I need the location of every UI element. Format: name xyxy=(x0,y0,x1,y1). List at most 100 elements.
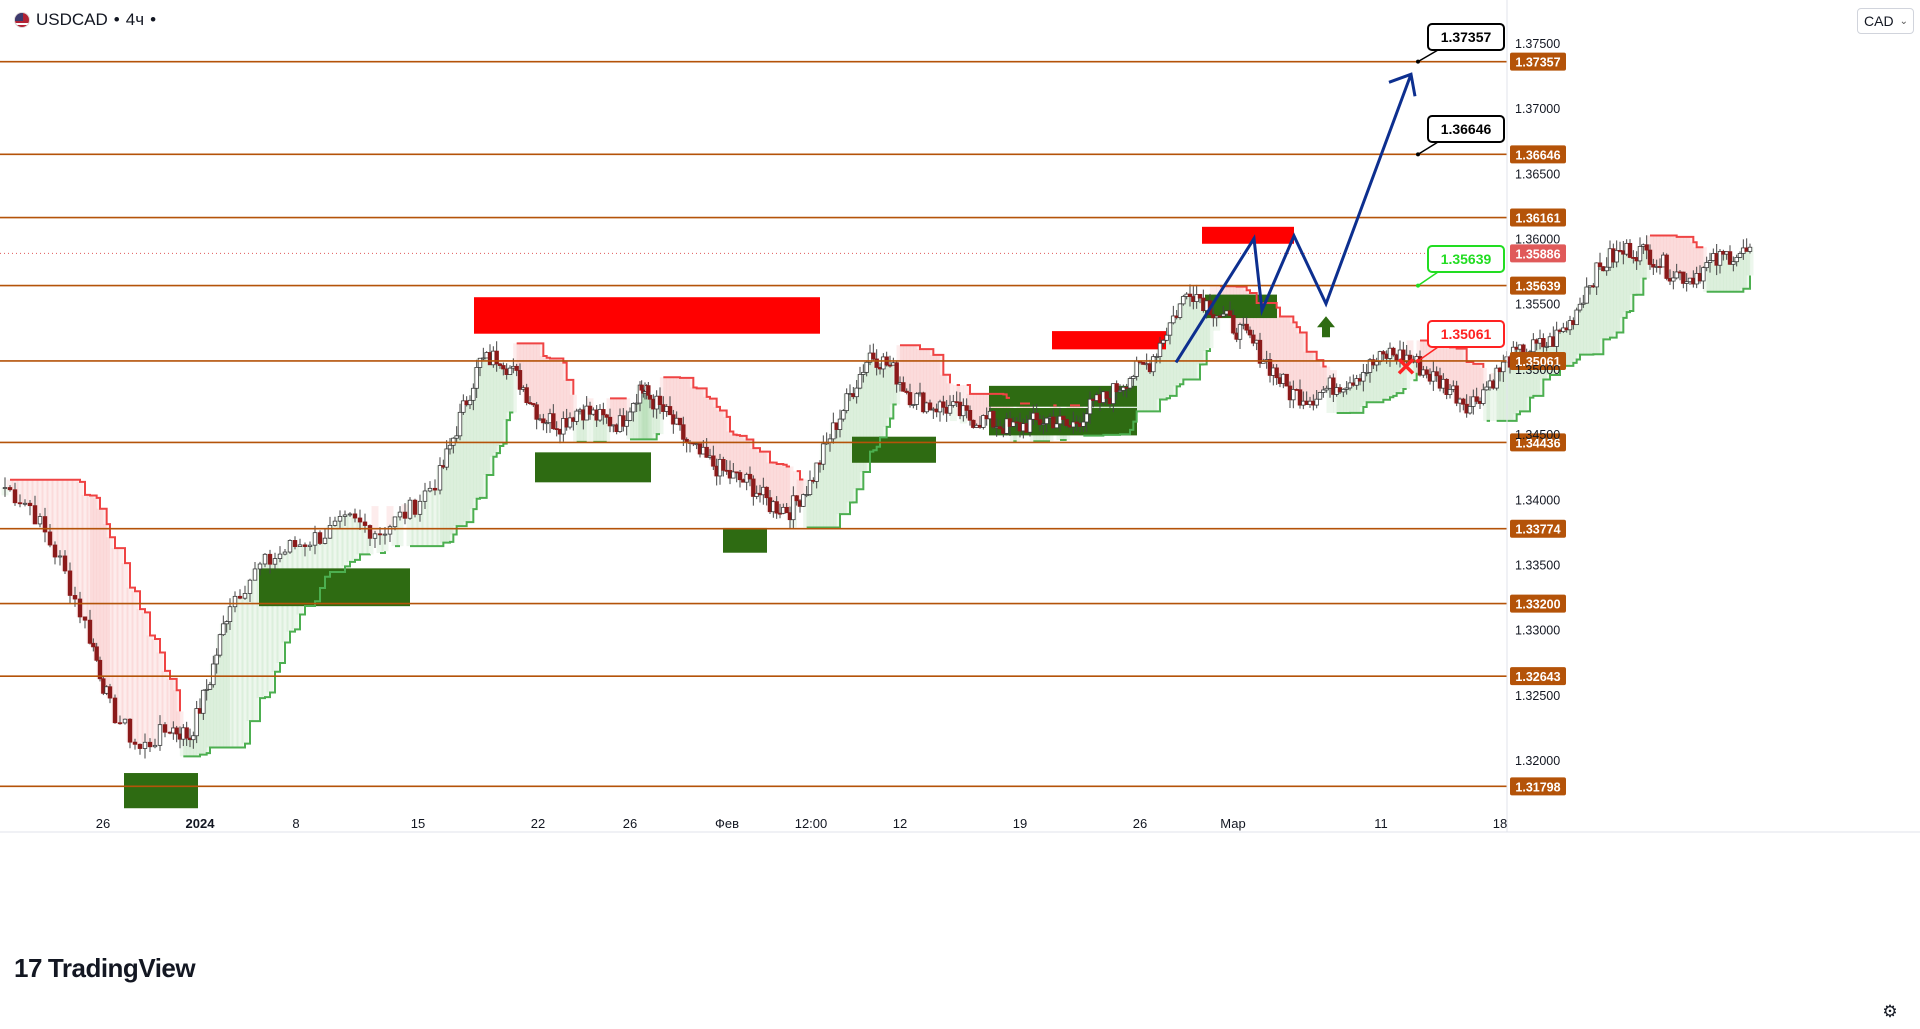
callout-leader xyxy=(1417,141,1439,155)
trailing-stop-up-fill xyxy=(1606,248,1614,338)
candle-body xyxy=(1647,249,1653,265)
trailing-stop-down-fill xyxy=(6,479,14,490)
trailing-stop-up-fill xyxy=(1196,298,1204,365)
trailing-stop-down-fill xyxy=(779,464,787,508)
trailing-stop-up-fill xyxy=(1589,286,1597,355)
candle-body xyxy=(62,555,68,572)
trailing-stop-up-fill xyxy=(1506,367,1514,421)
candle-body xyxy=(1061,415,1066,420)
trailing-stop-up-fill xyxy=(361,525,369,555)
price-tick-label: 1.36000 xyxy=(1515,233,1560,247)
candle-body xyxy=(82,616,88,621)
candle-body xyxy=(474,367,479,389)
trailing-stop-down-fill xyxy=(89,495,97,647)
time-tick-label: 2024 xyxy=(186,816,216,831)
level-price-label: 1.33200 xyxy=(1515,598,1560,612)
trailing-stop-down-fill xyxy=(131,591,139,745)
trailing-stop-down-fill xyxy=(909,345,917,405)
settings-button[interactable]: ⚙ xyxy=(1876,1000,1904,1024)
trailing-stop-up-fill xyxy=(1596,266,1604,355)
candle-body xyxy=(1231,315,1236,334)
trailing-stop-up-fill xyxy=(391,516,399,547)
trailing-stop-up-fill xyxy=(1713,265,1721,292)
interval-label: 4ч xyxy=(125,10,145,29)
trailing-stop-up-fill xyxy=(593,420,601,442)
trailing-stop-down-fill xyxy=(773,464,781,514)
trailing-stop-up-fill xyxy=(496,365,504,447)
candle-body xyxy=(967,409,973,421)
trailing-stop-down-fill xyxy=(766,462,774,512)
price-tick-label: 1.33000 xyxy=(1515,624,1560,638)
candle-body xyxy=(514,365,519,371)
trailing-stop-up-fill xyxy=(406,500,414,547)
candle-body xyxy=(27,502,33,507)
callout-box xyxy=(1427,320,1505,348)
callout-anchor xyxy=(1416,283,1420,288)
trailing-stop-down-fill xyxy=(529,343,537,405)
candle-body xyxy=(1131,376,1136,379)
candle-body xyxy=(1467,406,1473,414)
currency-select[interactable]: CAD ⌄ xyxy=(1857,8,1914,34)
candle-body xyxy=(17,502,23,505)
trailing-stop-down-fill xyxy=(156,652,164,725)
candle-body xyxy=(1341,388,1346,393)
candle-body xyxy=(224,621,229,625)
trailing-stop-up-fill xyxy=(1559,327,1567,366)
candle-body xyxy=(317,532,323,544)
trailing-stop-down-fill xyxy=(1306,351,1314,402)
candle-body xyxy=(604,414,609,418)
trailing-stop-down-fill xyxy=(26,479,34,506)
trailing-stop-up-fill xyxy=(1183,294,1191,380)
candle-body xyxy=(32,505,38,525)
trailing-stop-up-fill xyxy=(603,417,611,442)
candle-body xyxy=(1674,271,1679,279)
candle-body xyxy=(262,553,268,565)
trailing-stop-down-fill xyxy=(783,466,791,513)
trailing-stop-up-fill xyxy=(206,684,214,748)
candle-body xyxy=(22,502,28,505)
tradingview-logo[interactable]: 17 TradingView xyxy=(14,953,196,984)
trailing-stop-up-fill xyxy=(1143,363,1151,412)
candle-body xyxy=(277,553,283,559)
candle-body xyxy=(1237,324,1243,340)
trailing-stop-up-fill xyxy=(583,406,591,442)
level-price-tag xyxy=(1510,594,1566,613)
demand-zone xyxy=(723,527,767,553)
trailing-stop-up-fill xyxy=(649,408,657,440)
candle-body xyxy=(1154,356,1159,358)
trailing-stop-up-fill xyxy=(476,358,484,498)
demand-zone xyxy=(852,436,936,463)
trailing-stop-up-fill xyxy=(1369,364,1377,403)
trailing-stop-down-fill xyxy=(1453,348,1461,404)
trailing-stop-down-fill xyxy=(666,377,674,415)
us-flag-icon xyxy=(14,12,30,28)
trailing-stop-down-fill xyxy=(1423,340,1431,375)
candle-body xyxy=(107,686,113,699)
trailing-stop-up-fill xyxy=(1173,317,1181,387)
trailing-stop-up-fill xyxy=(633,403,641,440)
trailing-stop-down-fill xyxy=(609,398,617,425)
trailing-stop-down-fill xyxy=(136,609,144,749)
callout-box xyxy=(1427,115,1505,143)
candle-body xyxy=(201,689,206,714)
trailing-stop-down-fill xyxy=(983,393,991,419)
trailing-stop-up-fill xyxy=(1353,378,1361,413)
candle-body xyxy=(427,487,433,492)
trailing-stop-up-fill xyxy=(1179,296,1187,380)
candle-body xyxy=(402,511,408,519)
symbol-header[interactable]: USDCAD • 4ч • xyxy=(10,8,161,32)
candle-body xyxy=(951,401,956,406)
candle-body xyxy=(574,410,579,422)
trailing-stop-down-fill xyxy=(689,387,697,444)
candle-body xyxy=(494,350,499,365)
trailing-stop-down-fill xyxy=(161,670,169,733)
candle-body xyxy=(174,727,179,735)
trailing-stop-down-fill xyxy=(679,377,687,440)
candle-body xyxy=(207,684,213,690)
trailing-stop-down-fill xyxy=(799,479,807,495)
demand-zone xyxy=(124,773,198,809)
candle-body xyxy=(422,490,428,502)
candle-body xyxy=(372,533,378,539)
trailing-stop-down-fill xyxy=(513,343,521,371)
